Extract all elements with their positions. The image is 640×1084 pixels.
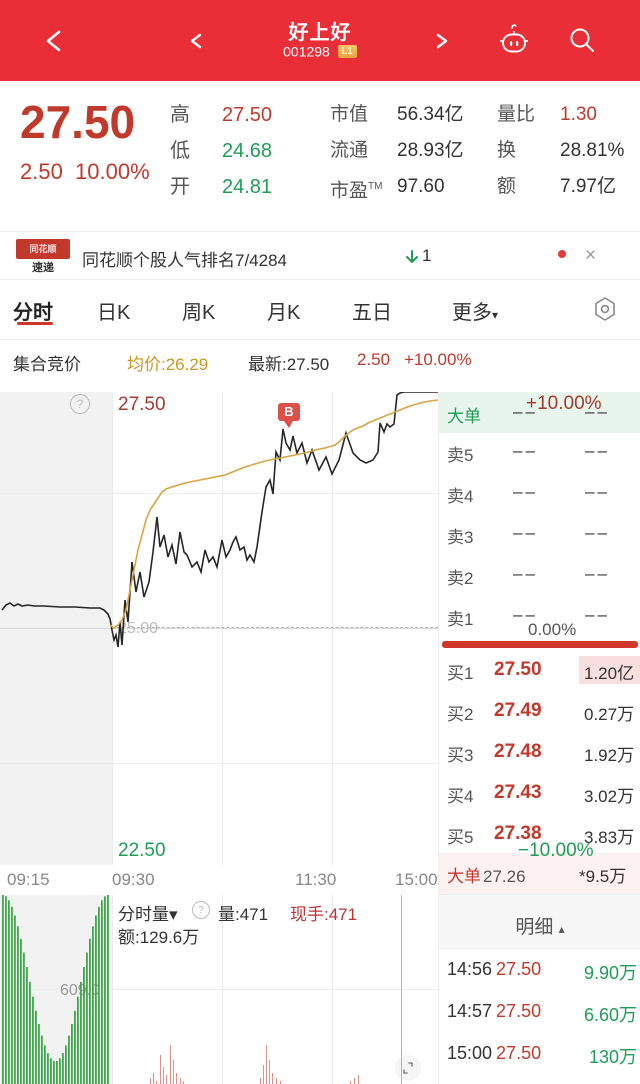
svg-text:B: B [284,404,293,419]
